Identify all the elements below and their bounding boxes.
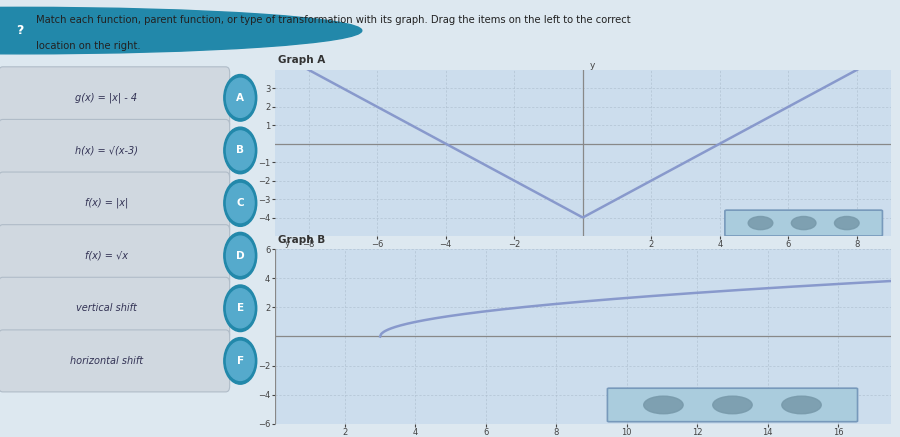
Circle shape <box>224 285 256 332</box>
FancyBboxPatch shape <box>0 67 230 129</box>
FancyBboxPatch shape <box>0 119 230 181</box>
Text: D: D <box>236 251 245 260</box>
Text: Graph B: Graph B <box>278 235 325 245</box>
Ellipse shape <box>782 396 821 414</box>
Text: B: B <box>237 146 244 156</box>
Text: vertical shift: vertical shift <box>76 303 137 313</box>
Circle shape <box>227 341 254 381</box>
Text: g(x) = |x| - 4: g(x) = |x| - 4 <box>75 93 138 103</box>
Circle shape <box>227 236 254 275</box>
Circle shape <box>227 131 254 170</box>
FancyBboxPatch shape <box>0 172 230 234</box>
Ellipse shape <box>713 396 752 414</box>
Text: C: C <box>237 198 244 208</box>
FancyBboxPatch shape <box>608 388 858 422</box>
Circle shape <box>224 338 256 384</box>
Circle shape <box>224 232 256 279</box>
Circle shape <box>227 78 254 118</box>
Circle shape <box>224 127 256 174</box>
Text: location on the right.: location on the right. <box>36 41 140 51</box>
Text: Match each function, parent function, or type of transformation with its graph. : Match each function, parent function, or… <box>36 14 631 24</box>
Ellipse shape <box>834 216 860 230</box>
Circle shape <box>0 7 362 54</box>
Text: A: A <box>237 93 244 103</box>
Text: ?: ? <box>16 24 23 37</box>
Circle shape <box>224 180 256 226</box>
Text: h(x) = √(x-3): h(x) = √(x-3) <box>75 146 138 156</box>
Text: horizontal shift: horizontal shift <box>69 356 143 366</box>
Text: y: y <box>590 61 595 70</box>
Ellipse shape <box>644 396 683 414</box>
FancyBboxPatch shape <box>0 225 230 287</box>
FancyBboxPatch shape <box>724 210 882 236</box>
Text: Graph A: Graph A <box>278 55 325 66</box>
Ellipse shape <box>748 216 773 230</box>
FancyBboxPatch shape <box>0 277 230 339</box>
Text: F: F <box>237 356 244 366</box>
Circle shape <box>227 184 254 222</box>
Text: f(x) = |x|: f(x) = |x| <box>85 198 128 208</box>
Circle shape <box>224 75 256 121</box>
FancyBboxPatch shape <box>0 330 230 392</box>
Text: y: y <box>285 239 291 248</box>
Text: E: E <box>237 303 244 313</box>
Circle shape <box>227 289 254 328</box>
Ellipse shape <box>791 216 816 230</box>
Text: f(x) = √x: f(x) = √x <box>85 251 128 260</box>
